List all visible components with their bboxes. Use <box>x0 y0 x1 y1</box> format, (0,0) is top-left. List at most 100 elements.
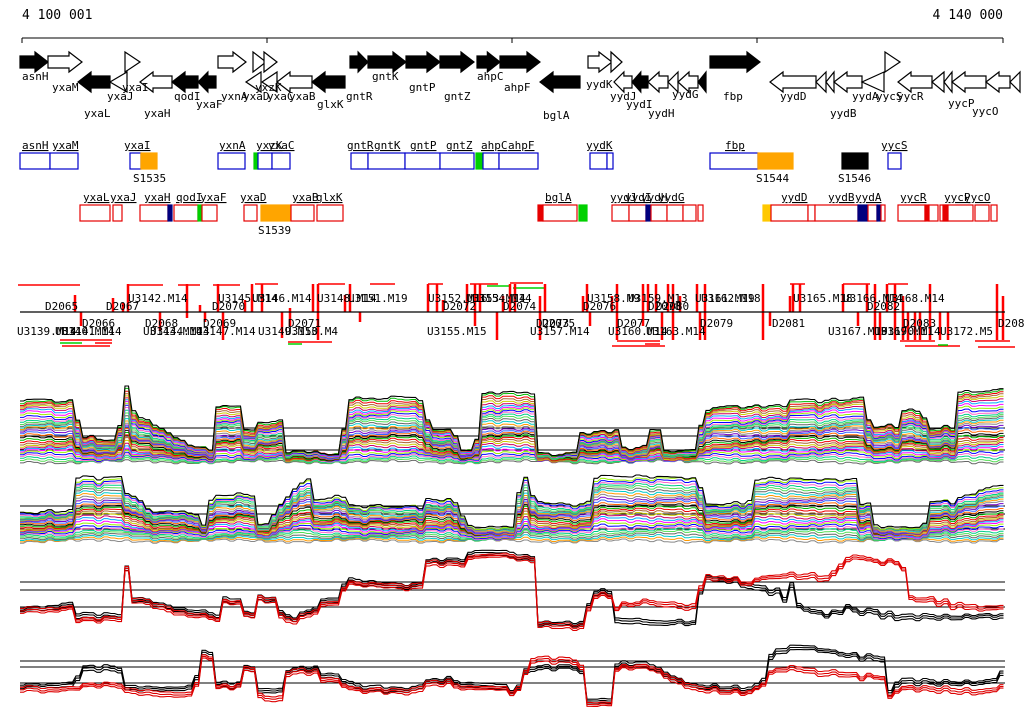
antisegment-box-5[interactable] <box>197 204 203 222</box>
antisegment-box-34[interactable] <box>974 204 990 222</box>
antisegment-box-24[interactable] <box>814 204 859 222</box>
segment-box-6[interactable] <box>257 152 273 170</box>
gene-arrow-yycS[interactable] <box>884 50 902 74</box>
segment-box-17[interactable] <box>709 152 759 170</box>
antisegment-box-25[interactable] <box>857 204 869 222</box>
antisegment-box-15[interactable] <box>628 204 647 222</box>
probe-label-D2083[interactable]: D2083 <box>903 317 936 330</box>
antisegment-box-31[interactable] <box>928 204 939 222</box>
gene-arrow-yxaJ[interactable] <box>108 70 128 94</box>
segment-box-20[interactable] <box>887 152 902 170</box>
probe-label-U3172.M5[interactable]: U3172.M5 <box>940 325 993 338</box>
probe-label-U3161.M19[interactable]: U3161.M19 <box>695 292 755 305</box>
segment-box-0[interactable] <box>19 152 51 170</box>
gene-arrow-yxaI[interactable] <box>124 50 142 74</box>
gene-arrow-yxaM[interactable] <box>47 50 83 74</box>
antisegment-box-28[interactable] <box>880 204 886 222</box>
segment-box-4[interactable] <box>217 152 246 170</box>
segment-box-3[interactable] <box>140 152 158 170</box>
probe-label-U3143.M14[interactable]: U3143.M14 <box>143 325 203 338</box>
gene-arrow-yydH[interactable] <box>647 70 669 94</box>
segment-box-13[interactable] <box>482 152 500 170</box>
antisegment-box-35[interactable] <box>990 204 998 222</box>
segment-box-9[interactable] <box>367 152 406 170</box>
gene-arrow-yycQ[interactable] <box>943 70 953 94</box>
probe-label-D2067[interactable]: D2067 <box>106 300 139 313</box>
gene-arrow-yxnA[interactable] <box>217 50 247 74</box>
gene-arrow-gntZ[interactable] <box>439 50 475 74</box>
probe-label-U3166.M14[interactable]: U3166.M14 <box>843 292 903 305</box>
antisegment-box-29[interactable] <box>897 204 926 222</box>
antisegment-box-21[interactable] <box>762 204 772 222</box>
probe-label-U3154.M14[interactable]: U3154.M14 <box>472 292 532 305</box>
gene-arrow-ahpF[interactable] <box>499 50 541 74</box>
antisegment-box-8[interactable] <box>260 204 291 222</box>
probe-label-U3158.M9[interactable]: U3158.M9 <box>587 292 640 305</box>
segment-box-12[interactable] <box>475 152 484 170</box>
antisegment-box-7[interactable] <box>243 204 258 222</box>
antisegment-box-20[interactable] <box>697 204 704 222</box>
gene-arrow-asnH[interactable] <box>19 50 49 74</box>
segment-box-8[interactable] <box>350 152 369 170</box>
gene-arrow-yydD[interactable] <box>769 70 817 94</box>
probe-label-U3140.M14[interactable]: U3140.M14 <box>55 325 115 338</box>
gene-arrow-yxzK[interactable] <box>252 50 267 74</box>
gene-arrow-yydF[interactable] <box>697 70 707 94</box>
segment-box-1[interactable] <box>49 152 79 170</box>
segment-box-11[interactable] <box>439 152 475 170</box>
gene-arrow-yxaL[interactable] <box>77 70 111 94</box>
gene-arrow-yydG[interactable] <box>677 70 699 94</box>
probe-label-U3148.M14[interactable]: U3148.M14 <box>317 292 377 305</box>
gene-arrow-gntR[interactable] <box>349 50 369 74</box>
probe-label-D2071[interactable]: D2071 <box>288 317 321 330</box>
probe-label-U3146.M14[interactable]: U3146.M14 <box>252 292 312 305</box>
probe-label-U3151.M19[interactable]: U3151.M19 <box>348 292 408 305</box>
gene-arrow-bglA[interactable] <box>539 70 581 94</box>
probe-label-D2082[interactable]: D2082 <box>867 300 900 313</box>
segment-box-5[interactable] <box>253 152 259 170</box>
probe-label-D2078[interactable]: D2078 <box>648 300 681 313</box>
gene-arrow-gntK[interactable] <box>367 50 407 74</box>
gene-arrow-yydB[interactable] <box>833 70 863 94</box>
probe-label-D2072[interactable]: D2072 <box>443 300 476 313</box>
antisegment-box-9[interactable] <box>290 204 315 222</box>
segment-box-10[interactable] <box>404 152 441 170</box>
probe-label-U3155.M15[interactable]: U3155.M15 <box>427 325 487 338</box>
antisegment-box-6[interactable] <box>201 204 218 222</box>
probe-label-U3160.M14[interactable]: U3160.M14 <box>608 325 668 338</box>
probe-label-D2077[interactable]: D2077 <box>617 317 650 330</box>
segment-box-16[interactable] <box>606 152 614 170</box>
probe-label-U3163.M14[interactable]: U3163.M14 <box>646 325 706 338</box>
probe-label-D2069[interactable]: D2069 <box>203 317 236 330</box>
antisegment-box-4[interactable] <box>173 204 199 222</box>
probe-label-U3149.M13[interactable]: U3149.M13 <box>258 325 318 338</box>
gene-arrow-yycN[interactable] <box>1009 70 1021 94</box>
antisegment-box-17[interactable] <box>650 204 668 222</box>
probe-label-D2068[interactable]: D2068 <box>145 317 178 330</box>
segment-box-15[interactable] <box>589 152 608 170</box>
antisegment-box-14[interactable] <box>611 204 630 222</box>
probe-label-D2079[interactable]: D2079 <box>700 317 733 330</box>
probe-label-D2084[interactable]: D2084 <box>998 317 1024 330</box>
gene-arrow-yydC[interactable] <box>815 70 827 94</box>
antisegment-box-13[interactable] <box>578 204 588 222</box>
gene-arrow-yydJ[interactable] <box>613 70 633 94</box>
antisegment-box-10[interactable] <box>316 204 344 222</box>
probe-label-D2075[interactable]: D2075 <box>542 317 575 330</box>
gene-arrow-yycO[interactable] <box>985 70 1011 94</box>
gene-arrow-yycQ[interactable] <box>931 70 945 94</box>
probe-label-U3153.M14[interactable]: U3153.M14 <box>466 292 526 305</box>
gene-arrow-gntP[interactable] <box>405 50 441 74</box>
probe-label-U3147.M14[interactable]: U3147.M14 <box>196 325 256 338</box>
probe-label-U3165.M18[interactable]: U3165.M18 <box>793 292 853 305</box>
segment-box-18[interactable] <box>757 152 794 170</box>
probe-label-D2065[interactable]: D2065 <box>45 300 78 313</box>
segment-box-2[interactable] <box>129 152 142 170</box>
probe-label-D2073[interactable]: D2073 <box>536 317 569 330</box>
antisegment-box-2[interactable] <box>139 204 169 222</box>
probe-label-U3159.M13[interactable]: U3159.M13 <box>628 292 688 305</box>
gene-arrow-yxzK[interactable] <box>263 50 278 74</box>
gene-arrow-yydK[interactable] <box>587 50 613 74</box>
probe-label-U3139.M14[interactable]: U3139.M14 <box>17 325 77 338</box>
probe-label-U3145.M14[interactable]: U3145.M14 <box>218 292 278 305</box>
